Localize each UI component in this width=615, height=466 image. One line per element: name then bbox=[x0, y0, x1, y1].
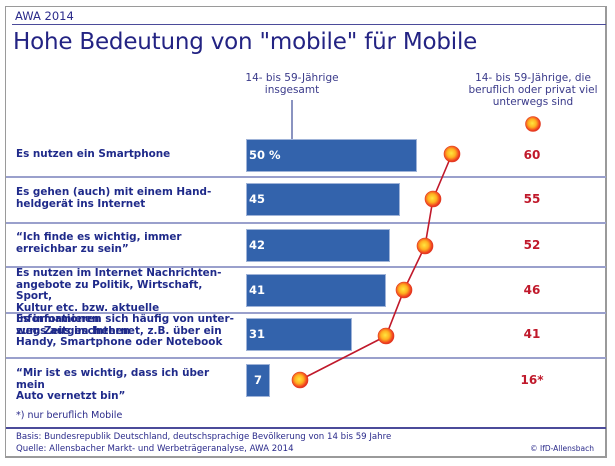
category-label-line: “Ich finde es wichtig, immer bbox=[16, 231, 182, 243]
row-separator bbox=[6, 176, 606, 178]
category-label-line: erreichbar zu sein” bbox=[16, 242, 129, 255]
bar-value-label: 7 bbox=[254, 373, 263, 387]
bar-value-label: 45 bbox=[249, 192, 266, 206]
bar bbox=[246, 274, 387, 307]
legend-bars-line: insgesamt bbox=[264, 84, 320, 96]
dot-value-label: 55 bbox=[523, 192, 541, 206]
dot-value-label: 60 bbox=[523, 148, 541, 162]
legend-dots-line: unterwegs sind bbox=[492, 96, 574, 108]
legend-dots-header: 14- bis 59-Jährige, die beruflich oder p… bbox=[450, 72, 615, 108]
row-separator bbox=[6, 312, 606, 314]
category-label-line: “Mir ist es wichtig, dass ich über mein bbox=[16, 367, 210, 391]
legend-dots-line: beruflich oder privat viel bbox=[468, 84, 598, 96]
dot-marker bbox=[424, 190, 442, 208]
bar bbox=[246, 318, 353, 351]
dot-value-label: 41 bbox=[523, 327, 541, 341]
bar bbox=[246, 364, 270, 397]
footer-rule bbox=[6, 427, 606, 429]
dot-series-line bbox=[299, 153, 453, 381]
category-label: Es nutzen im Internet Nachrichten-angebo… bbox=[16, 267, 238, 338]
dot-marker bbox=[395, 281, 413, 299]
category-label: “Mir ist es wichtig, dass ich über mein A… bbox=[16, 367, 238, 403]
dot-marker bbox=[377, 327, 395, 345]
row-separator bbox=[6, 357, 606, 359]
bar bbox=[246, 139, 417, 172]
bar-value-label: 31 bbox=[249, 327, 266, 341]
dot-value-label: 52 bbox=[523, 238, 541, 252]
footer-source: Basis: Bundesrepublik Deutschland, deuts… bbox=[16, 432, 391, 455]
bar-value-label: 50 % bbox=[249, 148, 281, 162]
category-label-line: zum Zeitgeschehen bbox=[16, 324, 131, 337]
chart-frame bbox=[5, 6, 607, 458]
category-label: Es informieren sich häufig von unter-weg… bbox=[16, 313, 238, 349]
category-label-line: Es nutzen im Internet Nachrichten- bbox=[16, 267, 222, 279]
category-label-line: Es informieren sich häufig von unter- bbox=[16, 313, 234, 325]
row-separator bbox=[6, 222, 606, 224]
bar bbox=[246, 183, 400, 216]
category-label-line: Kultur etc. bzw. aktuelle Informationen bbox=[16, 301, 160, 326]
category-label-line: angebote zu Politik, Wirtschaft, Sport, bbox=[16, 278, 203, 303]
bar bbox=[246, 229, 390, 262]
chart-title: Hohe Bedeutung von "mobile" für Mobile bbox=[13, 29, 478, 55]
dot-value-label: 46 bbox=[523, 283, 541, 297]
category-label: Es gehen (auch) mit einem Hand-heldgerät… bbox=[16, 186, 238, 210]
legend-connector-line bbox=[291, 100, 293, 139]
dot-value-label: 16* bbox=[520, 373, 544, 387]
dot-marker bbox=[443, 145, 461, 163]
category-label-line: wegs aus im Internet, z.B. über ein bbox=[16, 324, 222, 337]
source-text: Quelle: Allensbacher Markt- und Werbeträ… bbox=[16, 443, 294, 454]
legend-bars-line: 14- bis 59-Jährige bbox=[245, 72, 339, 84]
survey-label: AWA 2014 bbox=[15, 9, 74, 23]
legend-bars-header: 14- bis 59-Jährige insgesamt bbox=[232, 72, 352, 96]
category-label-line: Handy, Smartphone oder Notebook bbox=[16, 336, 223, 349]
header-rule bbox=[12, 24, 606, 25]
category-label-line: heldgerät ins Internet bbox=[16, 197, 146, 210]
basis-text: Basis: Bundesrepublik Deutschland, deuts… bbox=[16, 432, 392, 442]
bar-value-label: 42 bbox=[249, 238, 266, 252]
dot-marker bbox=[416, 237, 434, 255]
legend-dots-line: 14- bis 59-Jährige, die bbox=[475, 72, 591, 84]
dot-marker bbox=[291, 371, 309, 389]
bar-value-label: 41 bbox=[249, 283, 266, 297]
legend-dot-icon bbox=[525, 116, 541, 132]
copyright: © IfD-Allensbach bbox=[530, 444, 594, 453]
category-label: “Ich finde es wichtig, immer erreichbar z… bbox=[16, 231, 238, 255]
footnote: *) nur beruflich Mobile bbox=[16, 410, 123, 421]
row-separator bbox=[6, 266, 606, 268]
category-label: Es nutzen ein Smartphone bbox=[16, 148, 238, 161]
category-label-line: Es gehen (auch) mit einem Hand- bbox=[16, 186, 212, 198]
category-label-line: Es nutzen ein Smartphone bbox=[16, 148, 171, 160]
category-label-line: Auto vernetzt bin” bbox=[16, 390, 126, 403]
